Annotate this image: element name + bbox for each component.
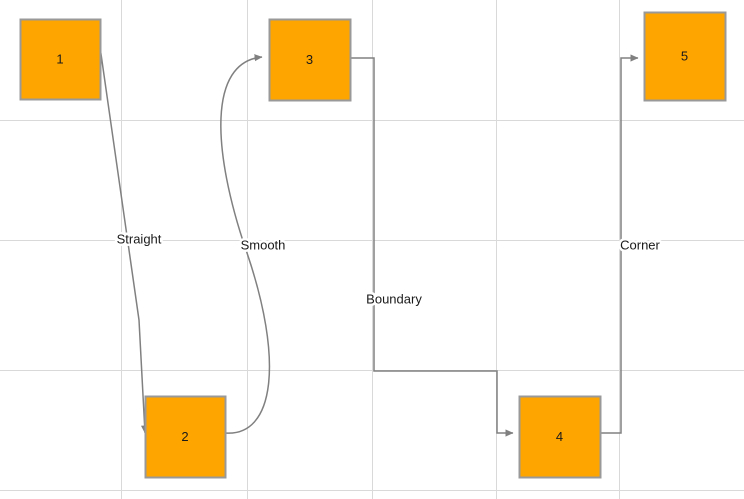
edge-label-halo: Smooth xyxy=(241,237,286,252)
node-layer: 1 3 5 2 4 xyxy=(19,11,727,479)
edge-label-halo: Boundary xyxy=(366,291,422,306)
edge-e-corner[interactable] xyxy=(600,54,639,434)
edge-label-halo: Corner xyxy=(620,237,660,252)
edge-label-text: Straight xyxy=(117,231,162,246)
node-n2[interactable]: 2 xyxy=(144,395,227,479)
node-shape xyxy=(643,11,727,102)
edge-e-boundary[interactable] xyxy=(350,57,514,437)
node-label: 2 xyxy=(181,429,188,444)
node-n4[interactable]: 4 xyxy=(518,395,602,479)
edge-label-text: Corner xyxy=(620,237,660,252)
node-label: 1 xyxy=(56,51,63,66)
edge-layer xyxy=(99,46,639,437)
edge-label-halo: Straight xyxy=(117,231,162,246)
edge-label-text: Smooth xyxy=(241,237,286,252)
node-n1[interactable]: 1 xyxy=(19,18,102,101)
node-shape xyxy=(19,18,102,101)
node-n5[interactable]: 5 xyxy=(643,11,727,102)
edge-label-text: Boundary xyxy=(366,291,422,306)
node-shape xyxy=(518,395,602,479)
edge-e-straight[interactable] xyxy=(99,46,149,434)
node-label: 5 xyxy=(681,48,688,63)
node-n3[interactable]: 3 xyxy=(268,18,352,102)
edge-e-smooth[interactable] xyxy=(220,54,271,434)
node-label: 4 xyxy=(556,429,563,444)
node-shape xyxy=(144,395,227,479)
node-label: 3 xyxy=(306,52,313,67)
node-shape xyxy=(268,18,352,102)
